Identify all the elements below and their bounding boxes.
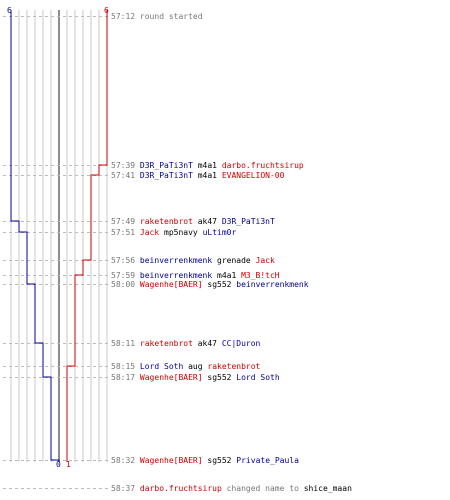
event-victim: M3_B!tcH bbox=[241, 271, 280, 280]
event-time: 58:17 bbox=[111, 373, 136, 382]
score-top-right: 6 bbox=[104, 6, 109, 15]
score-bottom-red: 1 bbox=[66, 460, 71, 469]
event-weapon: ak47 bbox=[197, 217, 217, 226]
event-row: 58:37 darbo.fruchtsirup changed name to … bbox=[111, 484, 352, 494]
event-victim: Private_Paula bbox=[236, 456, 299, 465]
event-weapon: m4a1 bbox=[197, 161, 217, 170]
event-victim: EVANGELION-00 bbox=[221, 171, 285, 180]
event-victim: darbo.fruchtsirup bbox=[221, 161, 304, 170]
event-victim: uLtim0r bbox=[202, 228, 237, 237]
event-victim: beinverrenkmenk bbox=[236, 280, 309, 289]
event-weapon: ak47 bbox=[197, 339, 217, 348]
event-row: 57:56 beinverrenkmenk grenade Jack bbox=[111, 256, 275, 266]
event-weapon: m4a1 bbox=[197, 171, 217, 180]
event-time: 57:51 bbox=[111, 228, 136, 237]
event-player: darbo.fruchtsirup bbox=[139, 484, 222, 493]
red-team-alive-line bbox=[66, 10, 108, 462]
event-killer: raketenbrot bbox=[139, 217, 193, 226]
event-weapon: sg552 bbox=[207, 373, 232, 382]
event-row: 57:59 beinverrenkmenk m4a1 M3_B!tcH bbox=[111, 271, 280, 281]
event-message: round started bbox=[139, 12, 203, 21]
event-weapon: aug bbox=[188, 362, 203, 371]
event-killer: beinverrenkmenk bbox=[139, 256, 213, 265]
event-row: 58:11 raketenbrot ak47 CC|Duron bbox=[111, 339, 260, 349]
event-killer: beinverrenkmenk bbox=[139, 271, 213, 280]
event-killer: raketenbrot bbox=[139, 339, 193, 348]
event-weapon: grenade bbox=[217, 256, 251, 265]
event-weapon: sg552 bbox=[207, 456, 232, 465]
event-row: 57:49 raketenbrot ak47 D3R_PaTi3nT bbox=[111, 217, 275, 227]
event-row: 58:00 Wagenhe[BAER] sg552 beinverrenkmen… bbox=[111, 280, 309, 290]
event-killer: Jack bbox=[139, 228, 160, 237]
event-killer: D3R_PaTi3nT bbox=[139, 171, 193, 180]
event-new-name: shice_maan bbox=[303, 484, 352, 493]
event-row: 58:15 Lord Soth aug raketenbrot bbox=[111, 362, 260, 372]
event-victim: Jack bbox=[255, 256, 275, 265]
event-time: 58:11 bbox=[111, 339, 136, 348]
event-time: 57:41 bbox=[111, 171, 136, 180]
event-time: 57:49 bbox=[111, 217, 136, 226]
event-weapon: m4a1 bbox=[217, 271, 237, 280]
event-row: 58:17 Wagenhe[BAER] sg552 Lord Soth bbox=[111, 373, 280, 383]
event-victim: Lord Soth bbox=[236, 373, 280, 382]
event-row: 57:51 Jack mp5navy uLtim0r bbox=[111, 228, 236, 238]
score-bottom-blue: 0 bbox=[56, 460, 61, 469]
event-time: 57:12 bbox=[111, 12, 136, 21]
event-time: 57:39 bbox=[111, 161, 136, 170]
event-time: 57:59 bbox=[111, 271, 136, 280]
event-victim: D3R_PaTi3nT bbox=[221, 217, 275, 226]
event-victim: CC|Duron bbox=[221, 339, 261, 348]
event-row: 57:12 round started bbox=[111, 12, 203, 22]
event-time: 58:00 bbox=[111, 280, 136, 289]
event-row: 58:32 Wagenhe[BAER] sg552 Private_Paula bbox=[111, 456, 299, 466]
event-killer: D3R_PaTi3nT bbox=[139, 161, 193, 170]
event-row: 57:39 D3R_PaTi3nT m4a1 darbo.fruchtsirup bbox=[111, 161, 304, 171]
blue-team-alive-line bbox=[10, 10, 60, 462]
event-row: 57:41 D3R_PaTi3nT m4a1 EVANGELION-00 bbox=[111, 171, 284, 181]
event-time: 57:56 bbox=[111, 256, 136, 265]
event-killer: Wagenhe[BAER] bbox=[139, 456, 203, 465]
event-time: 58:32 bbox=[111, 456, 136, 465]
event-victim: raketenbrot bbox=[207, 362, 261, 371]
grid-lines bbox=[10, 10, 108, 462]
event-time: 58:15 bbox=[111, 362, 136, 371]
event-action: changed name to bbox=[226, 484, 299, 493]
event-weapon: sg552 bbox=[207, 280, 232, 289]
event-killer: Lord Soth bbox=[139, 362, 184, 371]
event-weapon: mp5navy bbox=[164, 228, 198, 237]
score-top-left: 6 bbox=[7, 6, 12, 15]
event-killer: Wagenhe[BAER] bbox=[139, 280, 203, 289]
event-killer: Wagenhe[BAER] bbox=[139, 373, 203, 382]
event-time: 58:37 bbox=[111, 484, 136, 493]
